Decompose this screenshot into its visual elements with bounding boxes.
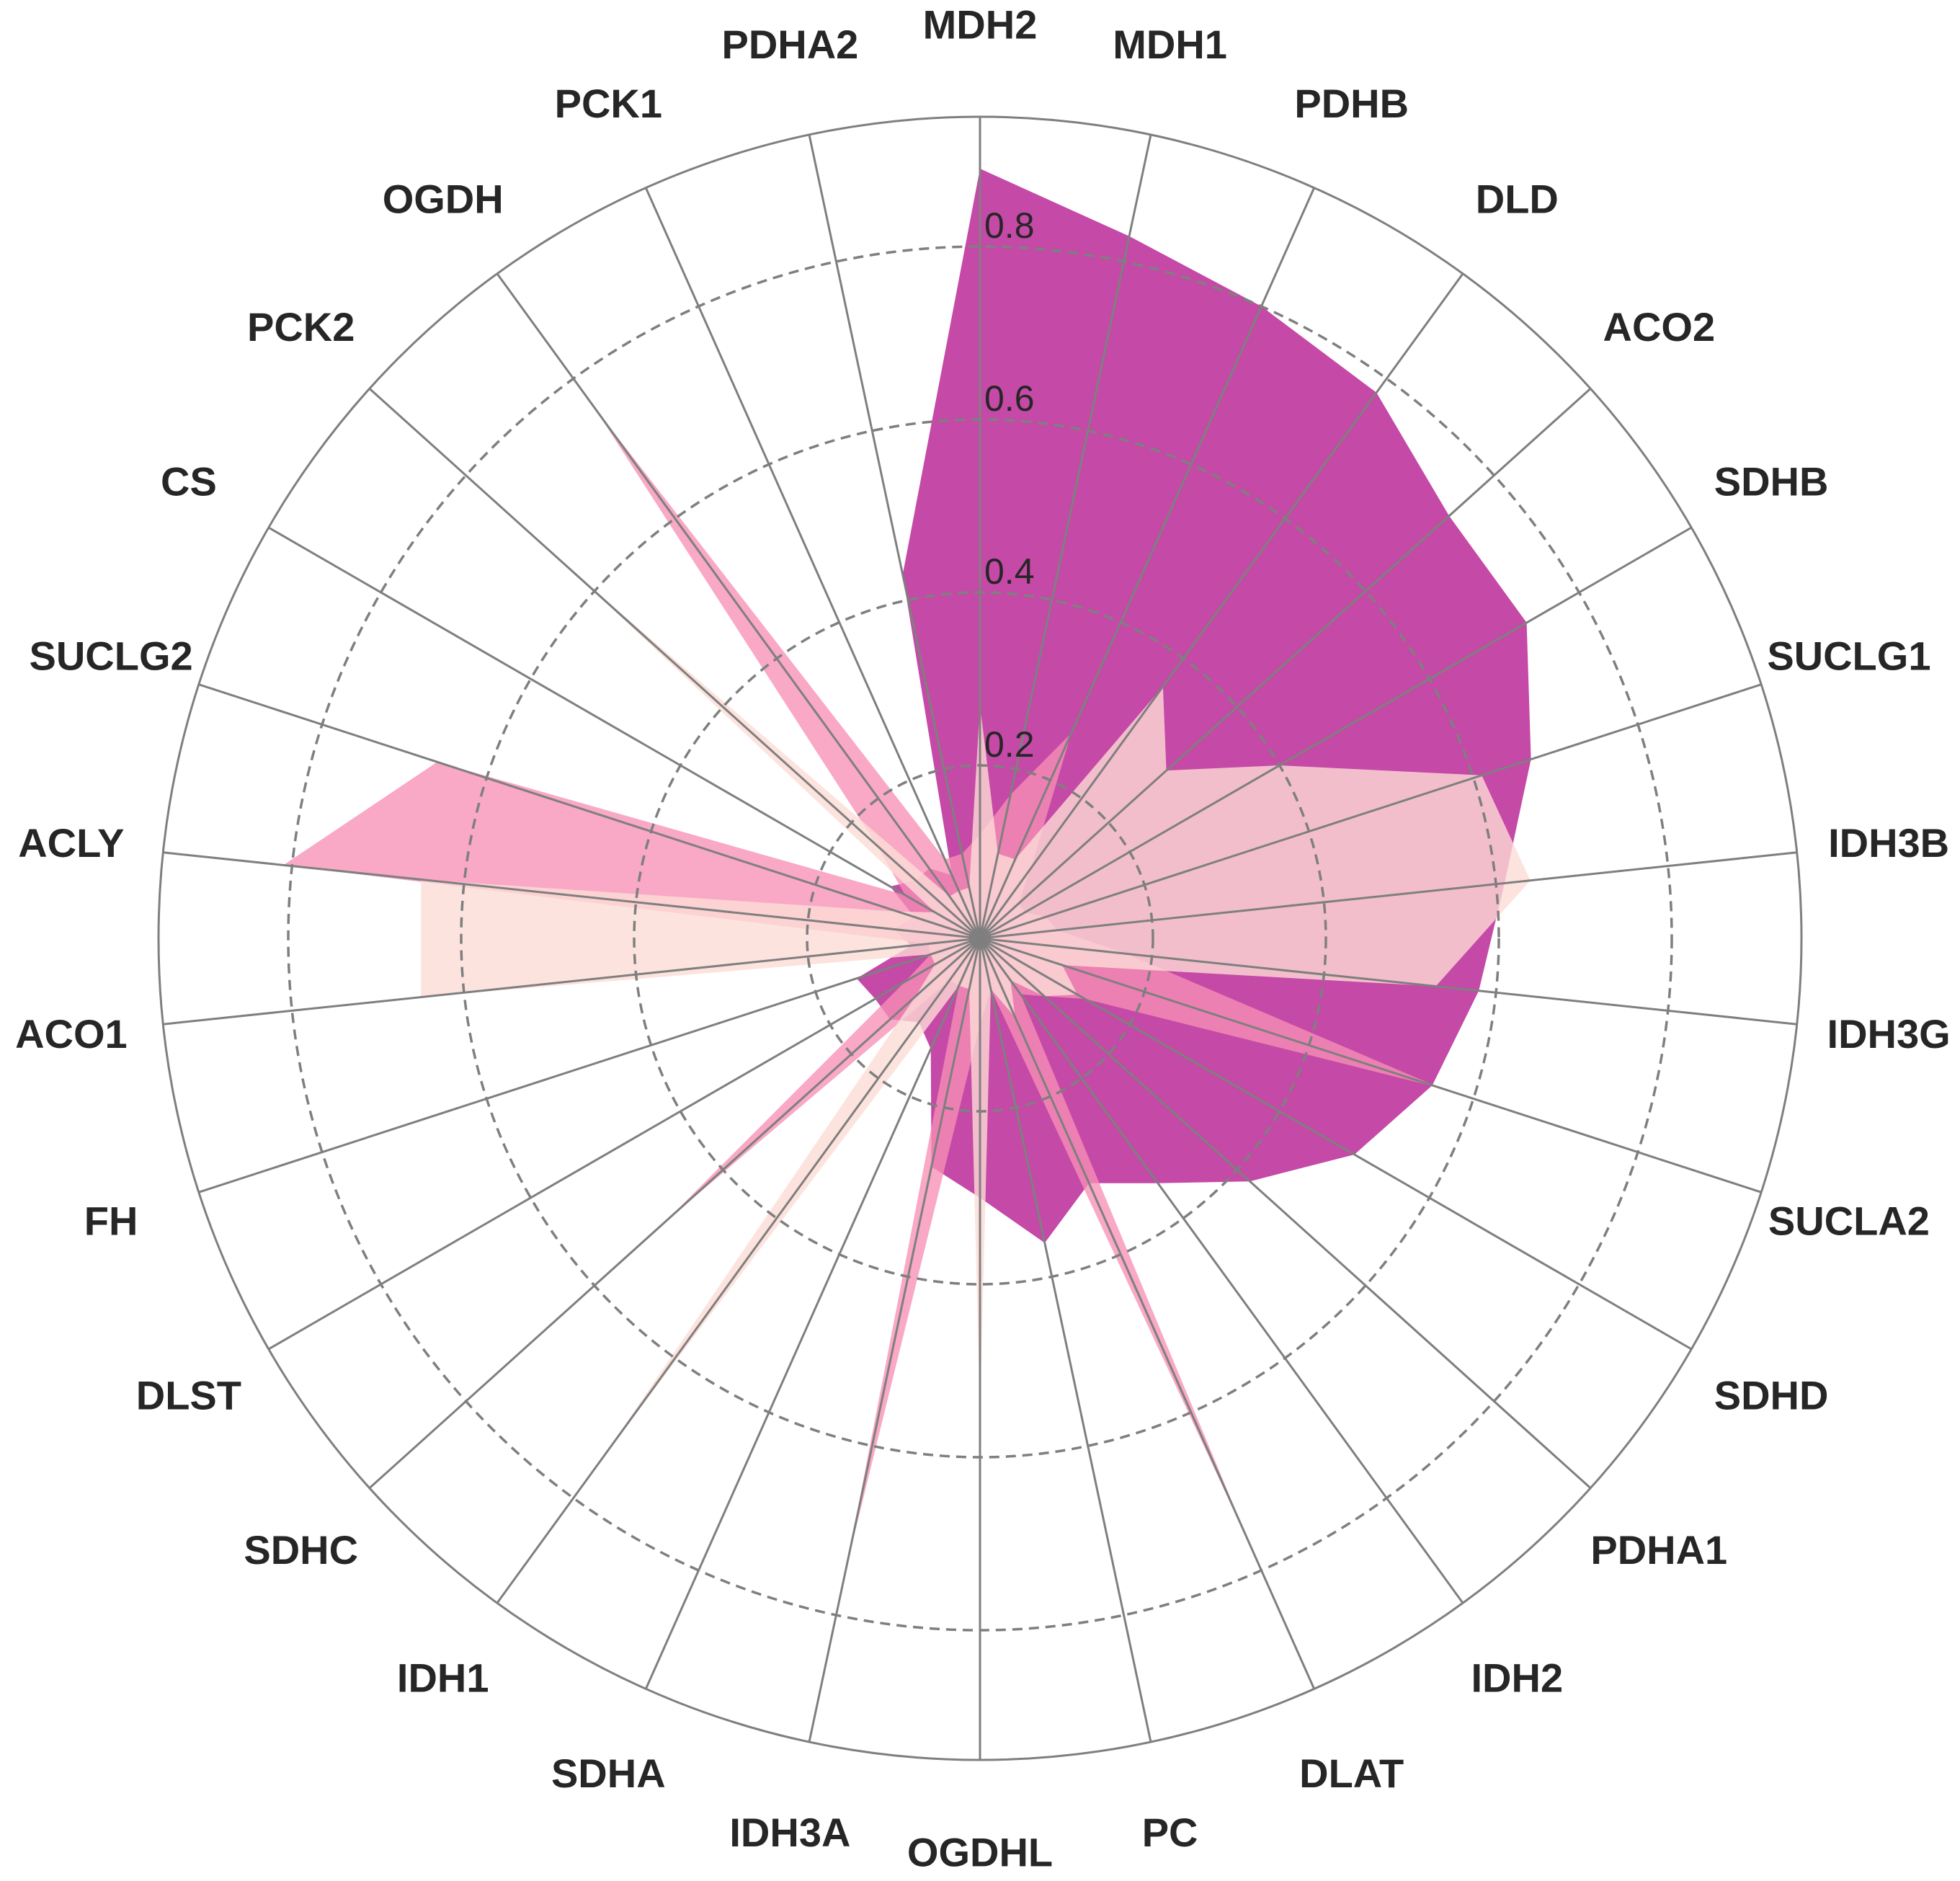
category-label-dlst: DLST [136,1373,241,1418]
category-label-fh: FH [84,1198,138,1243]
category-label-idh3a: IDH3A [729,1810,850,1855]
category-label-pc: PC [1142,1810,1198,1855]
spoke-dlst [267,937,981,1351]
spoke-sdha [644,938,981,1690]
category-label-pck2: PCK2 [247,304,355,350]
spoke-idh3a [808,938,981,1743]
spoke-suclg2 [198,683,981,940]
series-layer [283,169,1531,1565]
spoke-aco1 [163,937,981,1026]
spoke-pdha2 [808,134,981,939]
category-label-cs: CS [161,459,217,504]
spoke-pdhb [979,187,1316,939]
category-label-aco1: ACO1 [15,1011,128,1057]
category-label-idh2: IDH2 [1471,1655,1564,1700]
spoke-pdha1 [979,937,1592,1489]
radial-tick-label: 0.8 [984,205,1035,246]
category-label-pdha2: PDHA2 [721,22,858,67]
spoke-dld [979,272,1464,939]
category-label-suclg1: SUCLG1 [1767,633,1930,679]
category-label-sdhb: SDHB [1714,459,1829,504]
grid-layer [157,115,1803,1761]
spoke-suclg1 [979,683,1762,940]
spoke-pck1 [644,187,981,939]
spoke-cs [267,526,981,940]
category-label-aco2: ACO2 [1603,304,1716,350]
spoke-idh3b [979,851,1797,940]
spoke-dlat [979,938,1316,1690]
spoke-fh [198,937,981,1193]
category-label-ogdhl: OGDHL [907,1830,1053,1875]
grid-ring-0-2 [806,764,1154,1113]
series-area-3 [421,574,1531,1457]
spoke-sdhc [368,937,981,1489]
label-layer: 0.2 0.4 0.6 0.8 MDH2 MDH1 PDHB DLD ACO2 SDHB SUCLG… [15,2,1951,1875]
category-label-idh1: IDH1 [397,1655,489,1700]
category-label-dld: DLD [1476,177,1559,222]
spoke-idh1 [496,938,981,1604]
category-label-sdhd: SDHD [1714,1373,1829,1418]
category-label-pdha1: PDHA1 [1590,1527,1727,1573]
category-label-idh3b: IDH3B [1828,820,1949,866]
category-label-sdhc: SDHC [244,1527,358,1573]
spoke-sdhd [979,937,1693,1351]
category-label-pdhb: PDHB [1294,81,1409,126]
outer-ring [157,115,1803,1761]
radial-tick-label: 0.4 [984,551,1035,592]
spoke-pc [979,938,1152,1743]
category-label-mdh2: MDH2 [923,2,1038,48]
spoke-mdh1 [979,134,1152,939]
category-label-idh3g: IDH3G [1827,1011,1951,1057]
spoke-sucla2 [979,937,1762,1193]
radial-tick-label: 0.6 [984,378,1035,419]
category-label-suclg2: SUCLG2 [30,633,193,679]
category-label-sdha: SDHA [551,1751,666,1796]
category-label-sucla2: SUCLA2 [1768,1198,1930,1243]
category-label-acly: ACLY [18,820,124,866]
grid-ring-0-8 [287,245,1673,1632]
grid-ring-0-4 [633,591,1327,1286]
grid-ring-0-6 [460,418,1500,1459]
spoke-aco2 [979,388,1592,940]
spoke-ogdh [496,272,981,939]
category-label-ogdh: OGDH [383,177,504,222]
category-label-pck1: PCK1 [555,81,662,126]
spoke-pck2 [368,388,981,940]
category-label-mdh1: MDH1 [1113,22,1227,67]
radial-tick-label: 0.2 [984,724,1035,765]
spoke-acly [163,851,981,940]
spoke-idh3g [979,937,1797,1026]
spoke-idh2 [979,938,1464,1604]
category-label-dlat: DLAT [1299,1751,1404,1796]
spoke-sdhb [979,526,1693,940]
